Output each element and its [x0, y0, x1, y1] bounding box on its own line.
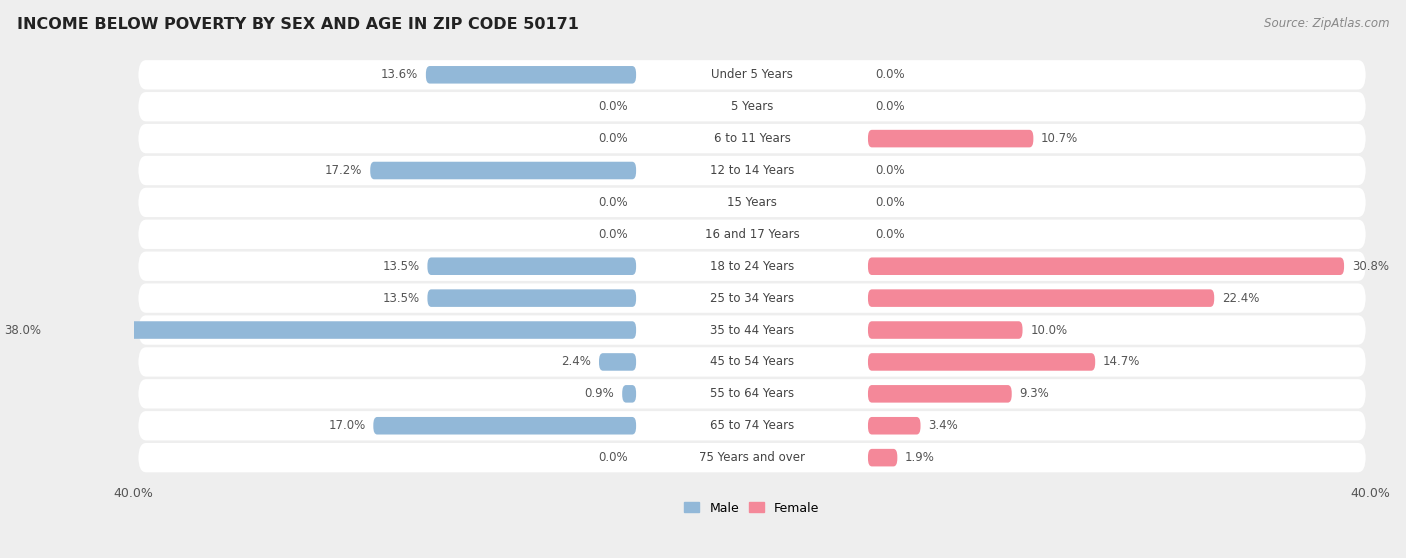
Text: 3.4%: 3.4% — [928, 419, 957, 432]
FancyBboxPatch shape — [138, 379, 1365, 408]
Text: 1.9%: 1.9% — [905, 451, 935, 464]
FancyBboxPatch shape — [138, 187, 1365, 217]
Text: 25 to 34 Years: 25 to 34 Years — [710, 292, 794, 305]
Text: 13.5%: 13.5% — [382, 292, 420, 305]
FancyBboxPatch shape — [623, 385, 636, 403]
FancyBboxPatch shape — [638, 289, 866, 307]
FancyBboxPatch shape — [638, 321, 866, 339]
Text: 12 to 14 Years: 12 to 14 Years — [710, 164, 794, 177]
FancyBboxPatch shape — [638, 162, 866, 180]
Text: 0.0%: 0.0% — [876, 100, 905, 113]
FancyBboxPatch shape — [638, 417, 866, 435]
Text: 0.0%: 0.0% — [876, 68, 905, 81]
Text: 10.0%: 10.0% — [1031, 324, 1067, 336]
FancyBboxPatch shape — [638, 353, 866, 371]
FancyBboxPatch shape — [638, 257, 866, 275]
Text: Source: ZipAtlas.com: Source: ZipAtlas.com — [1264, 17, 1389, 30]
Text: 0.0%: 0.0% — [876, 196, 905, 209]
FancyBboxPatch shape — [638, 98, 866, 116]
FancyBboxPatch shape — [638, 129, 866, 147]
FancyBboxPatch shape — [138, 411, 1365, 440]
Text: 18 to 24 Years: 18 to 24 Years — [710, 259, 794, 273]
FancyBboxPatch shape — [138, 92, 1365, 122]
Text: 65 to 74 Years: 65 to 74 Years — [710, 419, 794, 432]
Text: 13.5%: 13.5% — [382, 259, 420, 273]
Text: 2.4%: 2.4% — [561, 355, 592, 368]
Text: 0.0%: 0.0% — [599, 100, 628, 113]
Text: 17.0%: 17.0% — [329, 419, 366, 432]
Text: 0.0%: 0.0% — [599, 228, 628, 241]
FancyBboxPatch shape — [638, 385, 866, 403]
Text: 0.0%: 0.0% — [599, 196, 628, 209]
FancyBboxPatch shape — [138, 252, 1365, 281]
Text: 0.0%: 0.0% — [876, 228, 905, 241]
FancyBboxPatch shape — [427, 290, 636, 307]
Text: 0.0%: 0.0% — [876, 164, 905, 177]
FancyBboxPatch shape — [868, 257, 1344, 275]
Text: 17.2%: 17.2% — [325, 164, 363, 177]
Text: INCOME BELOW POVERTY BY SEX AND AGE IN ZIP CODE 50171: INCOME BELOW POVERTY BY SEX AND AGE IN Z… — [17, 17, 579, 32]
Text: 5 Years: 5 Years — [731, 100, 773, 113]
FancyBboxPatch shape — [138, 347, 1365, 377]
FancyBboxPatch shape — [374, 417, 636, 435]
FancyBboxPatch shape — [427, 257, 636, 275]
Text: 45 to 54 Years: 45 to 54 Years — [710, 355, 794, 368]
FancyBboxPatch shape — [868, 417, 921, 435]
FancyBboxPatch shape — [868, 130, 1033, 147]
FancyBboxPatch shape — [138, 283, 1365, 313]
FancyBboxPatch shape — [868, 449, 897, 466]
Text: 0.0%: 0.0% — [599, 132, 628, 145]
Text: 13.6%: 13.6% — [381, 68, 418, 81]
Text: 22.4%: 22.4% — [1222, 292, 1260, 305]
FancyBboxPatch shape — [868, 321, 1022, 339]
FancyBboxPatch shape — [638, 449, 866, 466]
FancyBboxPatch shape — [868, 385, 1012, 403]
Text: 30.8%: 30.8% — [1351, 259, 1389, 273]
FancyBboxPatch shape — [138, 220, 1365, 249]
Text: 55 to 64 Years: 55 to 64 Years — [710, 387, 794, 400]
Text: 9.3%: 9.3% — [1019, 387, 1049, 400]
Text: 14.7%: 14.7% — [1102, 355, 1140, 368]
Text: 0.0%: 0.0% — [599, 451, 628, 464]
FancyBboxPatch shape — [138, 124, 1365, 153]
FancyBboxPatch shape — [638, 225, 866, 243]
Legend: Male, Female: Male, Female — [685, 502, 820, 514]
Text: 6 to 11 Years: 6 to 11 Years — [714, 132, 790, 145]
FancyBboxPatch shape — [868, 353, 1095, 371]
FancyBboxPatch shape — [370, 162, 636, 179]
FancyBboxPatch shape — [138, 60, 1365, 89]
FancyBboxPatch shape — [426, 66, 636, 84]
Text: 35 to 44 Years: 35 to 44 Years — [710, 324, 794, 336]
Text: 38.0%: 38.0% — [4, 324, 41, 336]
FancyBboxPatch shape — [638, 194, 866, 211]
Text: 0.9%: 0.9% — [585, 387, 614, 400]
FancyBboxPatch shape — [138, 443, 1365, 472]
FancyBboxPatch shape — [599, 353, 636, 371]
FancyBboxPatch shape — [638, 66, 866, 84]
Text: 10.7%: 10.7% — [1040, 132, 1078, 145]
FancyBboxPatch shape — [138, 315, 1365, 345]
Text: 15 Years: 15 Years — [727, 196, 778, 209]
FancyBboxPatch shape — [49, 321, 636, 339]
FancyBboxPatch shape — [138, 156, 1365, 185]
FancyBboxPatch shape — [868, 290, 1215, 307]
Text: Under 5 Years: Under 5 Years — [711, 68, 793, 81]
Text: 75 Years and over: 75 Years and over — [699, 451, 806, 464]
Text: 16 and 17 Years: 16 and 17 Years — [704, 228, 800, 241]
